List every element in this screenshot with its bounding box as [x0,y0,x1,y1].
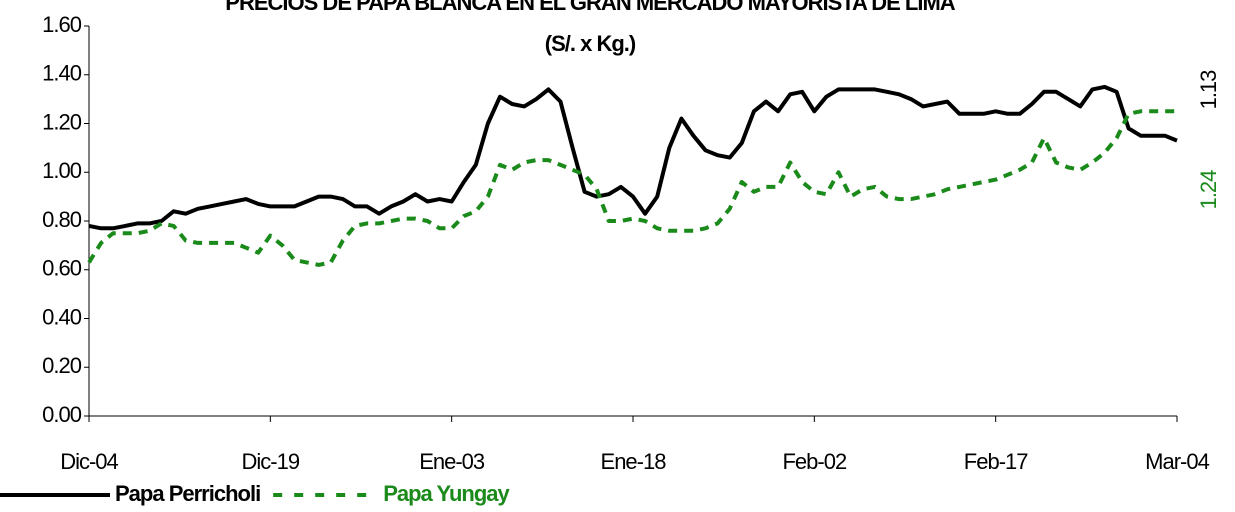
x-tick-label: Ene-03 [419,449,485,474]
x-tick-label: Dic-04 [60,449,118,474]
y-tick-label: 0.20 [42,353,82,378]
chart-subtitle: (S/. x Kg.) [545,31,636,56]
x-tick-label: Dic-19 [242,449,300,474]
y-tick-label: 0.00 [42,402,82,427]
y-tick-label: 1.40 [42,61,82,86]
y-tick-label: 0.60 [42,256,82,281]
y-tick-label: 0.80 [42,207,82,232]
y-tick-label: 0.40 [42,304,82,329]
x-tick-label: Feb-17 [964,449,1028,474]
x-tick-label: Mar-04 [1145,449,1209,474]
x-tick-label: Ene-18 [601,449,667,474]
annotation: 1.13 [1196,70,1221,110]
series-line [87,109,1177,267]
annotation: 1.24 [1196,170,1221,210]
legend-label: Papa Yungay [383,481,510,506]
chart-title: PRECIOS DE PAPA BLANCA EN EL GRAN MERCAD… [225,0,955,15]
legend-label: Papa Perricholi [115,481,260,506]
series-line [88,84,1178,231]
y-tick-label: 1.20 [42,109,82,134]
y-tick-label: 1.60 [42,12,82,37]
x-tick-label: Feb-02 [782,449,846,474]
y-tick-label: 1.00 [42,158,82,183]
